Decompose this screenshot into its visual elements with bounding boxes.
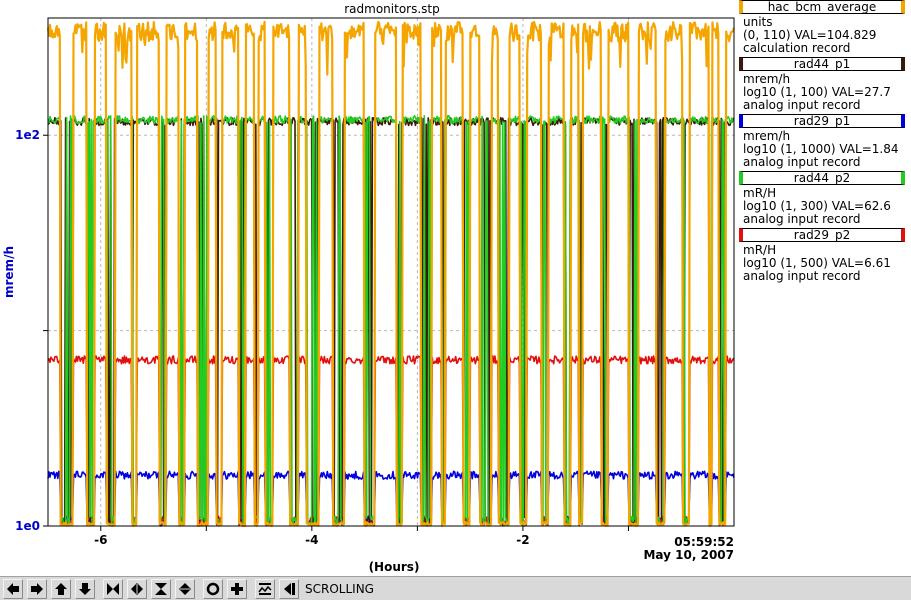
legend-units: mrem/h: [743, 72, 791, 86]
legend-series-name[interactable]: rad44_p2: [739, 171, 905, 185]
scroll-back-icon[interactable]: [279, 578, 299, 599]
x-axis-label: (Hours): [369, 560, 420, 574]
axis-layer: -6 -4 -2 1e0 1e2: [15, 128, 629, 547]
legend-units: mR/H: [743, 243, 777, 257]
arrow-up-icon[interactable]: [51, 578, 71, 599]
x-tick-label: -2: [516, 533, 529, 547]
legend-entry-rad44_p2: rad44_p2 mR/H log10 (1, 300) VAL=62.6 analo…: [737, 171, 911, 228]
legend-range-value: log10 (1, 500) VAL=6.61: [743, 256, 891, 270]
x-tick-label: -4: [305, 533, 318, 547]
series-line-hac_bcm_average: [46, 20, 736, 528]
grid-layer: [48, 18, 734, 526]
y-tick-label: 1e0: [15, 519, 40, 533]
legend-series-name[interactable]: rad29_p1: [739, 114, 905, 128]
toolbar: SCROLLING: [0, 576, 911, 600]
series-line-rad29_p2: [47, 355, 735, 527]
legend-record-type: analog input record: [743, 155, 861, 169]
zoom-out-horizontal-icon[interactable]: [127, 578, 147, 599]
plus-icon[interactable]: [227, 578, 247, 599]
x-end-time: 05:59:52: [674, 535, 734, 549]
chart-title: radmonitors.stp: [344, 2, 440, 16]
legend-record-type: calculation record: [743, 41, 851, 55]
auto-scale-icon[interactable]: [255, 578, 275, 599]
legend-series-name[interactable]: rad44_p1: [739, 57, 905, 71]
legend-units: units: [743, 15, 773, 29]
legend-record-type: analog input record: [743, 269, 861, 283]
legend-range-value: log10 (1, 100) VAL=27.7: [743, 85, 891, 99]
legend-entry-hac_bcm_average: hac_bcm_average units (0, 110) VAL=104.829…: [737, 0, 911, 57]
zoom-out-vertical-icon[interactable]: [175, 578, 195, 599]
arrow-right-icon[interactable]: [27, 578, 47, 599]
legend-record-type: analog input record: [743, 98, 861, 112]
x-end-date: May 10, 2007: [643, 548, 734, 562]
legend-range-value: (0, 110) VAL=104.829: [743, 28, 877, 42]
legend-entry-rad29_p2: rad29_p2 mR/H log10 (1, 500) VAL=6.61 analo…: [737, 228, 911, 285]
arrow-left-icon[interactable]: [3, 578, 23, 599]
legend-series-name[interactable]: rad29_p2: [739, 228, 905, 242]
legend: hac_bcm_average units (0, 110) VAL=104.829…: [737, 0, 911, 285]
y-axis-label: mrem/h: [2, 246, 16, 298]
toolbar-status: SCROLLING: [305, 581, 374, 596]
legend-range-value: log10 (1, 1000) VAL=1.84: [743, 142, 899, 156]
legend-range-value: log10 (1, 300) VAL=62.6: [743, 199, 891, 213]
legend-units: mrem/h: [743, 129, 791, 143]
chart-plot: radmonitors.stp -6 -4 -2 1e0 1e2 mrem/h (Hou…: [2, 2, 736, 574]
y-tick-label: 1e2: [15, 128, 40, 142]
zoom-in-vertical-icon[interactable]: [151, 578, 171, 599]
plot-frame: [47, 17, 735, 527]
legend-units: mR/H: [743, 186, 777, 200]
series-line-rad44_p1: [47, 116, 734, 527]
x-tick-label: -6: [94, 533, 107, 547]
series-line-rad44_p2: [47, 114, 735, 527]
legend-entry-rad44_p1: rad44_p1 mrem/h log10 (1, 100) VAL=27.7 ana…: [737, 57, 911, 114]
circle-icon[interactable]: [203, 578, 223, 599]
series-layer: [46, 20, 736, 528]
legend-entry-rad29_p1: rad29_p1 mrem/h log10 (1, 1000) VAL=1.84 an…: [737, 114, 911, 171]
arrow-down-icon[interactable]: [75, 578, 95, 599]
legend-series-name[interactable]: hac_bcm_average: [739, 0, 905, 14]
legend-record-type: analog input record: [743, 212, 861, 226]
zoom-in-horizontal-icon[interactable]: [103, 578, 123, 599]
